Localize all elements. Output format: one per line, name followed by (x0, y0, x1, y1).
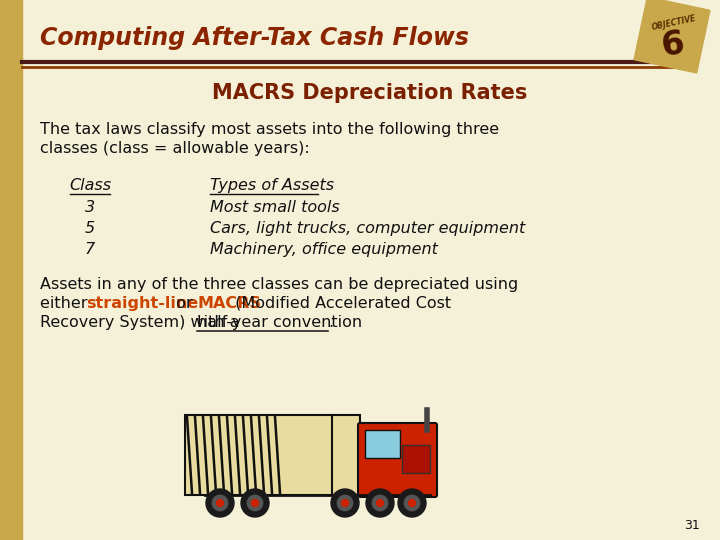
FancyBboxPatch shape (358, 423, 437, 497)
Text: OBJECTIVE: OBJECTIVE (651, 14, 697, 32)
Circle shape (377, 500, 384, 507)
Circle shape (241, 489, 269, 517)
Text: straight-line: straight-line (86, 296, 198, 311)
Text: The tax laws classify most assets into the following three: The tax laws classify most assets into t… (40, 122, 499, 137)
Circle shape (251, 500, 258, 507)
Bar (365, 430, 400, 458)
Bar (185, 415, 360, 495)
Text: 5: 5 (85, 221, 95, 236)
Circle shape (212, 495, 228, 511)
Text: MACRS Depreciation Rates: MACRS Depreciation Rates (212, 83, 528, 103)
Polygon shape (634, 0, 710, 73)
Text: Cars, light trucks, computer equipment: Cars, light trucks, computer equipment (210, 221, 526, 236)
Circle shape (337, 495, 353, 511)
Text: Machinery, office equipment: Machinery, office equipment (210, 242, 438, 257)
Text: .: . (328, 315, 333, 330)
Text: Assets in any of the three classes can be depreciated using: Assets in any of the three classes can b… (40, 277, 518, 292)
Text: Types of Assets: Types of Assets (210, 178, 334, 193)
Circle shape (341, 500, 348, 507)
Text: half-year convention: half-year convention (197, 315, 362, 330)
Circle shape (398, 489, 426, 517)
Text: (Modified Accelerated Cost: (Modified Accelerated Cost (230, 296, 451, 311)
Circle shape (405, 495, 420, 511)
Text: 6: 6 (660, 27, 687, 63)
Text: or: or (171, 296, 198, 311)
Text: Recovery System) with a: Recovery System) with a (40, 315, 245, 330)
Text: either: either (40, 296, 93, 311)
Text: 31: 31 (684, 519, 700, 532)
Circle shape (408, 500, 415, 507)
Bar (402, 445, 430, 473)
Circle shape (217, 500, 223, 507)
Text: MACRS: MACRS (197, 296, 261, 311)
Text: 3: 3 (85, 200, 95, 215)
Circle shape (206, 489, 234, 517)
Text: Computing After-Tax Cash Flows: Computing After-Tax Cash Flows (40, 26, 469, 50)
Circle shape (366, 489, 394, 517)
Circle shape (331, 489, 359, 517)
Text: 7: 7 (85, 242, 95, 257)
Bar (0, 0, 22, 540)
Circle shape (247, 495, 263, 511)
Circle shape (372, 495, 387, 511)
Text: Most small tools: Most small tools (210, 200, 340, 215)
Text: classes (class = allowable years):: classes (class = allowable years): (40, 141, 310, 156)
Text: Class: Class (69, 178, 111, 193)
